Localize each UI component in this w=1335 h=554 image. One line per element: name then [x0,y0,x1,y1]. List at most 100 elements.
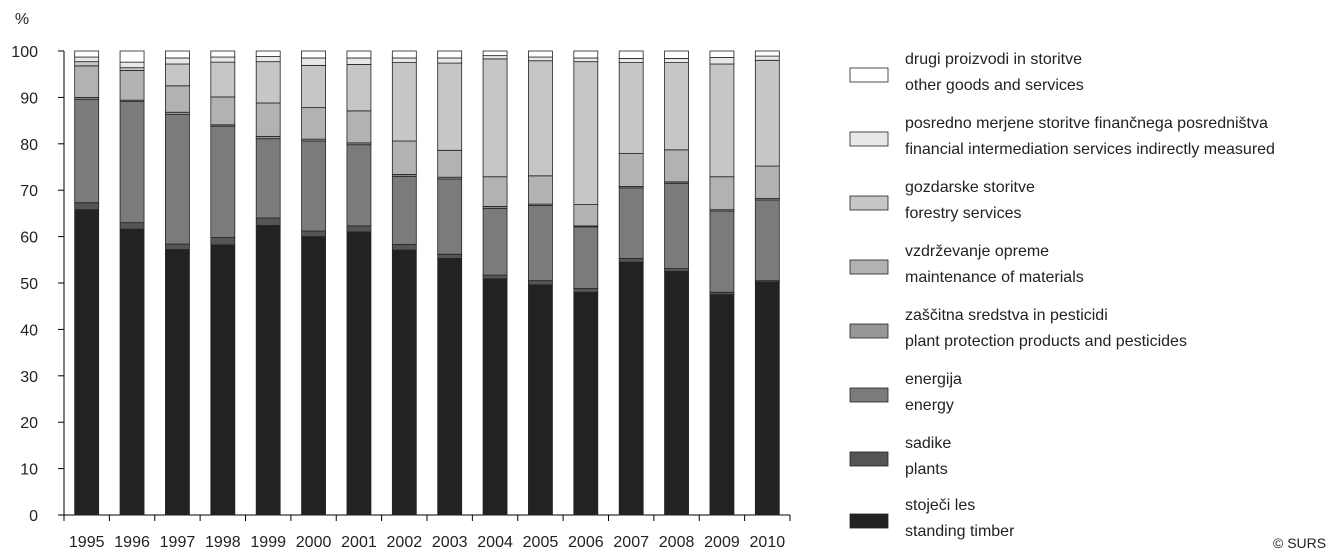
legend-label-en: standing timber [905,523,1015,540]
bar-segment [437,178,463,255]
bar-segment [664,50,689,59]
bar-segment [482,58,508,178]
bar-group [437,50,463,516]
bar-segment [528,205,553,282]
legend-item: energija energy [849,371,962,414]
legend-label-en: forestry services [905,205,1021,222]
bar-segment [528,56,553,62]
bar-segment [346,50,372,59]
bar-segment [165,50,190,59]
legend-item: posredno merjene storitve finančnega pos… [849,115,1275,158]
bar-segment [573,226,599,289]
legend-item: drugi proizvodi in storitve other goods a… [849,51,1084,94]
legend-label-si: drugi proizvodi in storitve [905,51,1082,68]
y-tick-label: 70 [20,183,38,200]
bar-segment [165,85,190,113]
x-tick-label: 2007 [613,534,649,551]
legend-swatch [849,259,889,275]
bar-segment [210,125,236,238]
bar-segment [391,140,417,175]
legend-item: gozdarske storitve forestry services [849,179,1035,222]
bar-segment [437,57,463,64]
bar-segment [74,65,100,98]
bar-segment [754,281,780,516]
legend-item: stoječi les standing timber [849,497,1015,540]
bar-segment [210,50,236,58]
bar-segment [74,209,100,516]
bar-segment [573,204,599,227]
bar-group [346,50,372,516]
bar-segment [437,149,463,178]
x-tick-label: 1996 [114,534,150,551]
bar-segment [618,62,644,154]
bar-segment [391,50,417,59]
plot-area: % 0 10 20 30 40 50 60 70 80 90 100 1995 1996 1997 1998 1… [11,11,791,551]
x-tick-label: 1999 [250,534,286,551]
y-tick-label: 0 [29,508,38,525]
bar-segment [119,228,145,516]
bar-segment [437,258,463,516]
bar-segment [528,60,553,177]
x-tick-label: 2004 [477,534,513,551]
bar-segment [664,62,689,151]
bar-group [301,50,326,516]
bar-segment [255,225,281,516]
bar-segment [618,258,644,263]
legend-label-si: sadike [905,435,951,452]
bar-segment [210,61,236,98]
bar-segment [664,58,689,63]
y-tick-label: 50 [20,276,38,293]
bar-segment [709,176,735,211]
bar-segment [119,70,145,101]
y-tick-label: 100 [11,44,38,61]
bar-segment [165,57,190,65]
bar-segment [573,57,599,63]
bar-segment [346,231,372,516]
bar-segment [255,138,281,219]
legend-swatch [849,387,889,403]
bar-segment [210,96,236,126]
legend-label-en: financial intermediation services indire… [905,141,1275,158]
bar-segment [74,61,100,67]
bar-group [482,50,508,516]
legend-label-en: other goods and services [905,77,1084,94]
bar-group [255,50,281,516]
bar-segment [119,101,145,224]
bar-segment [573,291,599,516]
bar-segment [482,176,508,207]
bar-segment [528,50,553,58]
bar-segment [482,50,508,57]
bar-segment [119,67,145,71]
y-tick-label: 20 [20,415,38,432]
bar-segment [437,253,463,259]
y-tick-label: 10 [20,462,38,479]
legend-label-si: energija [905,371,962,388]
x-tick-label: 2010 [750,534,786,551]
bar-segment [119,50,145,63]
legend-label-si: posredno merjene storitve finančnega pos… [905,115,1268,132]
legend-swatch [849,513,889,529]
bar-segment [255,102,281,137]
bar-segment [165,114,190,245]
bar-group [754,50,780,516]
bar-segment [210,244,236,516]
bar-segment [754,59,780,167]
bar-segment [301,64,326,109]
bar-group [709,50,735,516]
bar-segment [346,57,372,65]
credit-label: © SURS [1273,535,1326,551]
bar-segment [754,55,780,61]
legend-swatch [849,67,889,83]
bar-group [74,50,100,516]
bar-segment [482,207,508,276]
bar-group [119,50,145,516]
bar-group [165,50,190,516]
bar-segment [255,50,281,57]
legend-swatch [849,131,889,147]
bar-segment [301,236,326,516]
bar-segment [754,165,780,199]
x-tick-label: 1995 [69,534,105,551]
legend-item: sadike plants [849,435,951,478]
bar-group [618,50,644,516]
